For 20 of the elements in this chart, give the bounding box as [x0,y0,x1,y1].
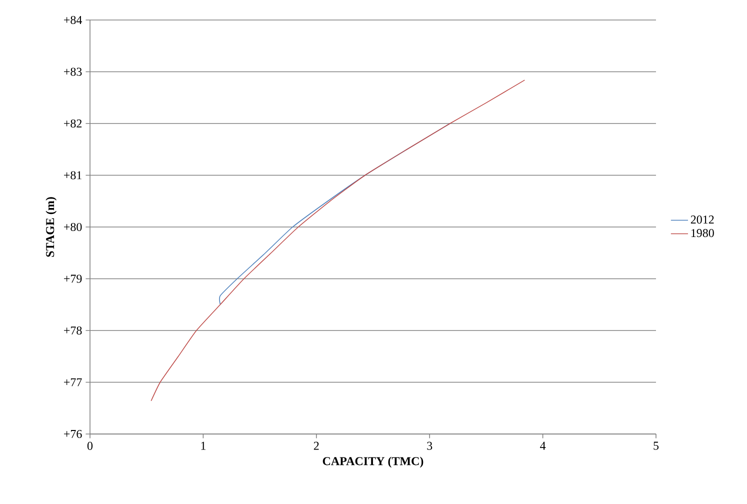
x-tick-label: 0 [87,442,93,450]
x-tick-label: 3 [427,442,432,450]
y-tick-label: +82 [64,119,82,128]
legend-label: 1980 [691,229,714,238]
x-tick-label: 1 [201,442,206,450]
y-tick-label: +77 [64,378,82,386]
x-tick-label: 4 [540,442,546,450]
y-tick-label: +79 [64,274,82,283]
x-axis-title: CAPACITY (TMC) [322,456,424,468]
legend-label: 2012 [690,216,714,224]
line-series [150,80,526,402]
x-tick-label: 5 [654,442,659,450]
y-tick-label: +80 [64,222,82,232]
y-tick-label: +84 [64,16,82,24]
y-axis-title: STAGE (m) [46,197,57,257]
y-tick-label: +78 [64,326,82,335]
y-tick-label: +83 [64,68,82,76]
y-tick-label: +76 [64,430,82,438]
x-tick-label: 2 [314,442,319,450]
y-tick-label: +81 [64,171,82,180]
